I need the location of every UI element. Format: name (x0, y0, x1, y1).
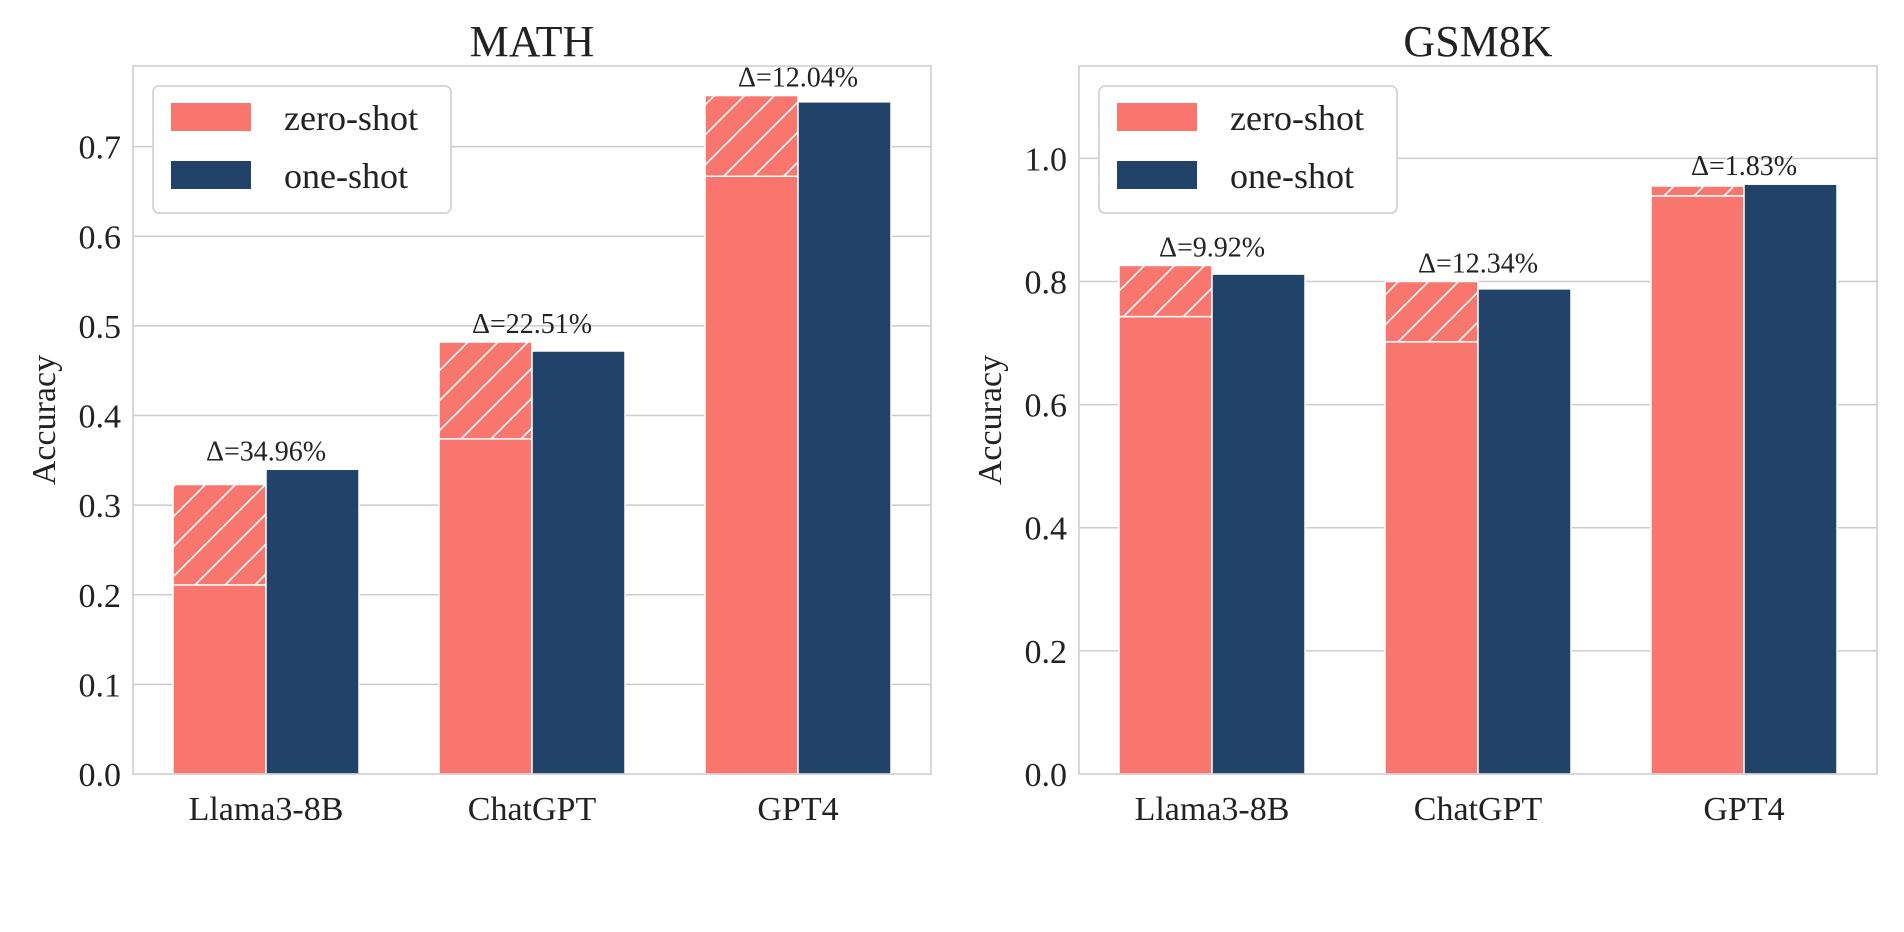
gsm8k-x-tick-label: ChatGPT (1414, 791, 1543, 828)
math-y-tick-label: 0.5 (79, 309, 122, 346)
gsm8k-y-tick-label: 0.6 (1025, 388, 1068, 425)
gsm8k-bar-zero-shot-2 (1650, 195, 1745, 775)
gsm8k-legend-swatch-zero-shot (1117, 103, 1197, 131)
math-y-tick-label: 0.7 (79, 130, 122, 167)
gsm8k-y-axis-label: Accuracy (972, 355, 1009, 485)
math-legend: zero-shot one-shot (152, 85, 452, 214)
gsm8k-y-tick-label: 0.2 (1025, 634, 1068, 671)
math-bar-one-shot-1 (531, 350, 626, 775)
math-bar-zero-shot-gain-0 (172, 483, 267, 586)
math-bar-zero-shot-gain-1 (438, 341, 533, 440)
gsm8k-y-tick-label: 0.4 (1025, 511, 1068, 548)
gsm8k-panel: 0.0 0.2 0.4 0.6 0.8 1.0 Llama3-8B ChatGPT GPT4 Δ… (972, 17, 1878, 828)
gsm8k-bar-one-shot-2 (1743, 183, 1838, 775)
math-bars (172, 94, 892, 775)
gsm8k-x-tick-label: GPT4 (1703, 791, 1784, 828)
math-y-tick-label: 0.2 (79, 578, 122, 615)
math-delta-labels: Δ=34.96% Δ=22.51% Δ=12.04% (206, 63, 858, 468)
gsm8k-y-tick-label: 0.8 (1025, 264, 1068, 301)
math-bar-zero-shot-gain-hatch-0 (173, 484, 266, 585)
math-tick-labels: 0.0 0.1 0.2 0.3 0.4 0.5 0.6 0.7 Llama3-8B ChatGPT… (79, 130, 839, 828)
math-y-axis-label: Accuracy (26, 355, 63, 485)
math-bar-zero-shot-gain-hatch-1 (439, 342, 532, 439)
math-delta-label: Δ=12.04% (738, 63, 858, 94)
gsm8k-tick-labels: 0.0 0.2 0.4 0.6 0.8 1.0 Llama3-8B ChatGPT GPT4 (1025, 141, 1785, 828)
math-bar-one-shot-2 (797, 101, 892, 775)
math-bar-zero-shot-gain-2 (704, 94, 799, 177)
gsm8k-delta-labels: Δ=9.92% Δ=12.34% Δ=1.83% (1159, 151, 1797, 279)
math-x-tick-label: ChatGPT (468, 791, 597, 828)
gsm8k-bar-one-shot-1 (1477, 288, 1572, 775)
gsm8k-bar-zero-shot-1 (1384, 341, 1479, 775)
math-y-tick-label: 0.0 (79, 757, 122, 794)
gsm8k-bar-zero-shot-0 (1118, 315, 1213, 775)
gsm8k-delta-label: Δ=12.34% (1418, 248, 1538, 279)
math-bar-zero-shot-gain-hatch-2 (705, 95, 798, 177)
math-delta-label: Δ=34.96% (206, 436, 326, 467)
math-delta-label: Δ=22.51% (472, 309, 592, 340)
gsm8k-legend: zero-shot one-shot (1098, 85, 1398, 214)
math-plot-frame (132, 65, 932, 775)
gsm8k-bar-zero-shot-gain-hatch-2 (1651, 186, 1744, 196)
gsm8k-y-tick-label: 1.0 (1025, 141, 1068, 178)
math-bar-zero-shot-1 (438, 438, 533, 775)
math-legend-swatch-one-shot (171, 161, 251, 189)
gsm8k-delta-label: Δ=9.92% (1159, 232, 1265, 263)
math-legend-label-zero-shot: zero-shot (284, 98, 418, 138)
math-y-tick-label: 0.4 (79, 399, 122, 436)
math-x-tick-label: Llama3-8B (189, 791, 344, 828)
gsm8k-bar-zero-shot-gain-0 (1118, 264, 1213, 318)
math-legend-label-one-shot: one-shot (284, 156, 408, 196)
gsm8k-bar-zero-shot-gain-2 (1650, 185, 1745, 197)
math-y-tick-label: 0.6 (79, 219, 122, 256)
gsm8k-bar-one-shot-0 (1211, 273, 1306, 775)
math-chart-title: MATH (470, 17, 595, 66)
gsm8k-bar-zero-shot-gain-1 (1384, 280, 1479, 343)
math-y-tick-label: 0.1 (79, 667, 122, 704)
gsm8k-x-tick-label: Llama3-8B (1135, 791, 1290, 828)
gsm8k-bar-zero-shot-gain-hatch-1 (1385, 281, 1478, 342)
math-bar-zero-shot-2 (704, 175, 799, 775)
math-x-tick-label: GPT4 (757, 791, 838, 828)
gsm8k-bar-zero-shot-gain-hatch-0 (1119, 265, 1212, 317)
gsm8k-delta-label: Δ=1.83% (1691, 151, 1797, 182)
gsm8k-chart-title: GSM8K (1403, 17, 1552, 66)
math-legend-swatch-zero-shot (171, 103, 251, 131)
gsm8k-y-tick-label: 0.0 (1025, 757, 1068, 794)
gsm8k-legend-swatch-one-shot (1117, 161, 1197, 189)
math-bar-one-shot-0 (265, 468, 360, 775)
gsm8k-legend-label-one-shot: one-shot (1230, 156, 1354, 196)
gsm8k-plot-frame (1078, 65, 1878, 775)
math-bar-zero-shot-0 (172, 584, 267, 775)
math-y-tick-label: 0.3 (79, 488, 122, 525)
math-panel: 0.0 0.1 0.2 0.3 0.4 0.5 0.6 0.7 Llama3-8B ChatGPT… (26, 17, 932, 828)
gsm8k-legend-label-zero-shot: zero-shot (1230, 98, 1364, 138)
